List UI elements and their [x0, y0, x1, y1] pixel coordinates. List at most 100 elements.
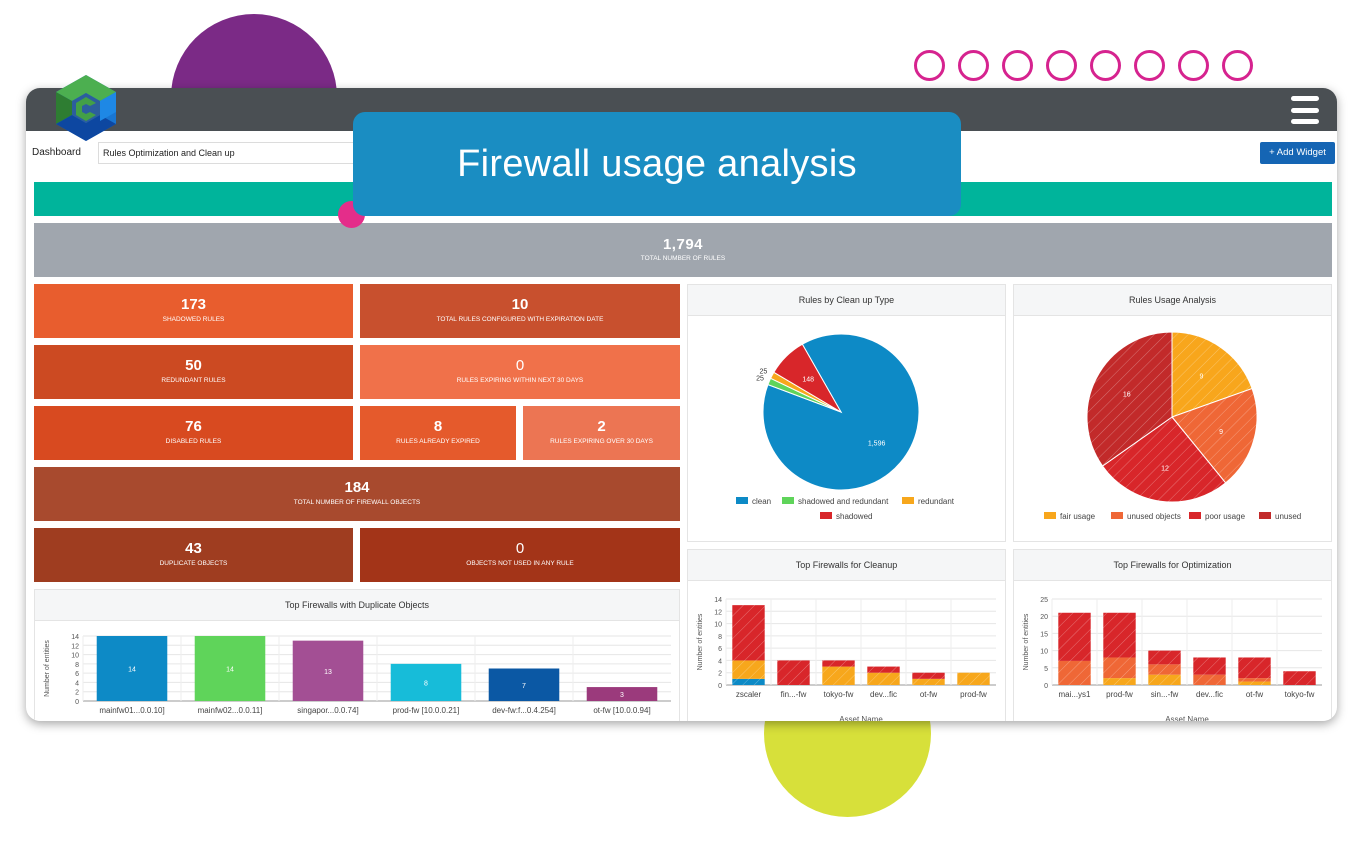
x-tick-label: prod-fw — [1106, 690, 1133, 699]
bar-segment — [867, 666, 900, 673]
total-rules-value: 1,794 — [662, 236, 704, 253]
legend-label: redundant — [918, 497, 955, 506]
bar — [292, 640, 364, 701]
bar-segment — [1193, 674, 1226, 685]
x-tick-label: ot-fw [10.0.0.94] — [593, 706, 650, 715]
optimization-firewalls-bar-chart: 0 5 10 15 20 25 Number of entities Asset Name ma… — [1023, 597, 1322, 721]
bar-segment — [1103, 657, 1136, 679]
x-tick-label: prod-fw [10.0.0.21] — [393, 706, 460, 715]
x-tick-label: fin...-fw — [781, 690, 807, 699]
bar-data-label: 13 — [324, 669, 332, 676]
tile-value: 184 — [344, 479, 370, 496]
tile-value: 0 — [515, 357, 525, 374]
y-tick-label: 8 — [718, 634, 722, 641]
unused-objects-tile[interactable]: 0 OBJECTS NOT USED IN ANY RULE — [360, 528, 680, 582]
bar-segment — [1238, 657, 1271, 679]
expiring-over-30-tile[interactable]: 2 RULES EXPIRING OVER 30 DAYS — [523, 406, 680, 460]
x-tick-label: mai...ys1 — [1058, 690, 1091, 699]
y-tick-label: 4 — [75, 680, 79, 687]
ring-icon — [1222, 50, 1253, 81]
legend-label: shadowed — [836, 512, 872, 521]
panel-title: Top Firewalls for Optimization — [1014, 550, 1331, 581]
app-logo-icon — [56, 75, 116, 141]
y-tick-label: 2 — [75, 690, 79, 697]
ring-icon — [914, 50, 945, 81]
tile-value: 76 — [185, 418, 202, 435]
y-tick-label: 10 — [1040, 649, 1048, 656]
legend-swatch — [820, 512, 832, 519]
bar-data-label: 14 — [226, 667, 234, 674]
bar-data-label: 3 — [620, 692, 624, 699]
tile-label: TOTAL NUMBER OF FIREWALL OBJECTS — [293, 499, 421, 506]
x-axis-label: Asset Name — [1165, 715, 1209, 721]
already-expired-tile[interactable]: 8 RULES ALREADY EXPIRED — [360, 406, 516, 460]
x-tick-label: sin...-fw — [1151, 690, 1179, 699]
bar-segment — [822, 660, 855, 667]
pie-slice-shadowed — [773, 343, 843, 414]
bar-data-label: 14 — [128, 667, 136, 674]
cleanup-firewalls-bar-chart: 0 2 4 6 8 10 12 14 Number of entities Asset Name z… — [697, 597, 996, 721]
bar — [194, 636, 266, 701]
tile-value: 2 — [597, 418, 606, 435]
tile-value: 43 — [185, 540, 202, 557]
tile-value: 50 — [185, 357, 202, 374]
legend-swatch — [902, 497, 914, 504]
cleanup-type-panel: Rules by Clean up Type 1,596 25 25 148 clean… — [687, 284, 1006, 542]
pie-slice-poor-usage — [1101, 416, 1227, 503]
y-tick-label: 15 — [1040, 631, 1048, 638]
y-tick-label: 20 — [1040, 614, 1048, 621]
bar-segment — [912, 672, 945, 679]
bar-data-label: 8 — [424, 680, 428, 687]
pie-data-label: 25 — [756, 376, 764, 383]
tile-value: 0 — [515, 540, 525, 557]
decorative-ring-row — [914, 50, 1253, 81]
redundant-rules-tile[interactable]: 50 REDUNDANT RULES — [34, 345, 353, 399]
dashboard-select[interactable]: Rules Optimization and Clean up — [98, 142, 358, 164]
duplicate-objects-tile[interactable]: 43 DUPLICATE OBJECTS — [34, 528, 353, 582]
bar-segment — [1148, 664, 1181, 675]
disabled-rules-tile[interactable]: 76 DISABLED RULES — [34, 406, 353, 460]
total-rules-tile[interactable]: 1,794 TOTAL NUMBER OF RULES — [34, 223, 1332, 277]
bar-segment — [1148, 674, 1181, 685]
pie-slice-unused — [1086, 331, 1173, 467]
add-widget-button[interactable]: + Add Widget — [1260, 142, 1335, 164]
legend-label: unused — [1275, 512, 1301, 521]
tile-label: RULES EXPIRING WITHIN NEXT 30 DAYS — [456, 377, 584, 384]
tile-label: REDUNDANT RULES — [161, 377, 226, 384]
legend-swatch — [1044, 512, 1056, 519]
legend-label: fair usage — [1060, 512, 1096, 521]
legend-swatch — [782, 497, 794, 504]
ring-icon — [1134, 50, 1165, 81]
bar-segment — [777, 660, 810, 685]
legend-swatch — [1259, 512, 1271, 519]
bar — [586, 687, 658, 701]
x-tick-label: ot-fw — [1246, 690, 1264, 699]
bar-segment — [822, 666, 855, 685]
y-tick-label: 6 — [718, 646, 722, 653]
x-tick-label: dev-fw:f...0.4.254] — [492, 706, 556, 715]
y-tick-label: 2 — [718, 671, 722, 678]
ring-icon — [1178, 50, 1209, 81]
optimization-firewalls-panel: Top Firewalls for Optimization 0 5 10 15 20 2… — [1013, 549, 1332, 721]
firewall-objects-tile[interactable]: 184 TOTAL NUMBER OF FIREWALL OBJECTS — [34, 467, 680, 521]
bar — [488, 668, 560, 701]
pie-slice-fair-usage — [1171, 331, 1253, 418]
bar-segment — [867, 672, 900, 685]
expiration-rules-tile[interactable]: 10 TOTAL RULES CONFIGURED WITH EXPIRATIO… — [360, 284, 680, 338]
bar-data-label: 7 — [522, 683, 526, 690]
panel-title: Rules Usage Analysis — [1014, 285, 1331, 316]
y-tick-label: 5 — [1044, 666, 1048, 673]
shadowed-rules-tile[interactable]: 173 SHADOWED RULES — [34, 284, 353, 338]
pie-data-label: 16 — [1123, 392, 1131, 399]
panel-title: Top Firewalls for Cleanup — [688, 550, 1005, 581]
pie-data-label: 9 — [1199, 373, 1203, 380]
expiring-30-days-tile[interactable]: 0 RULES EXPIRING WITHIN NEXT 30 DAYS — [360, 345, 680, 399]
bar-segment — [1148, 650, 1181, 665]
duplicate-objects-bar-chart: 0 2 4 6 8 10 12 14 Number of entities 14 mainfw01.… — [44, 634, 671, 715]
usage-analysis-panel: Rules Usage Analysis 9 9 12 16 fair usage unu… — [1013, 284, 1332, 542]
ring-icon — [1002, 50, 1033, 81]
bar-segment — [912, 678, 945, 685]
y-tick-label: 10 — [71, 653, 79, 660]
menu-icon[interactable] — [1291, 96, 1319, 124]
legend-label: unused objects — [1127, 512, 1181, 521]
